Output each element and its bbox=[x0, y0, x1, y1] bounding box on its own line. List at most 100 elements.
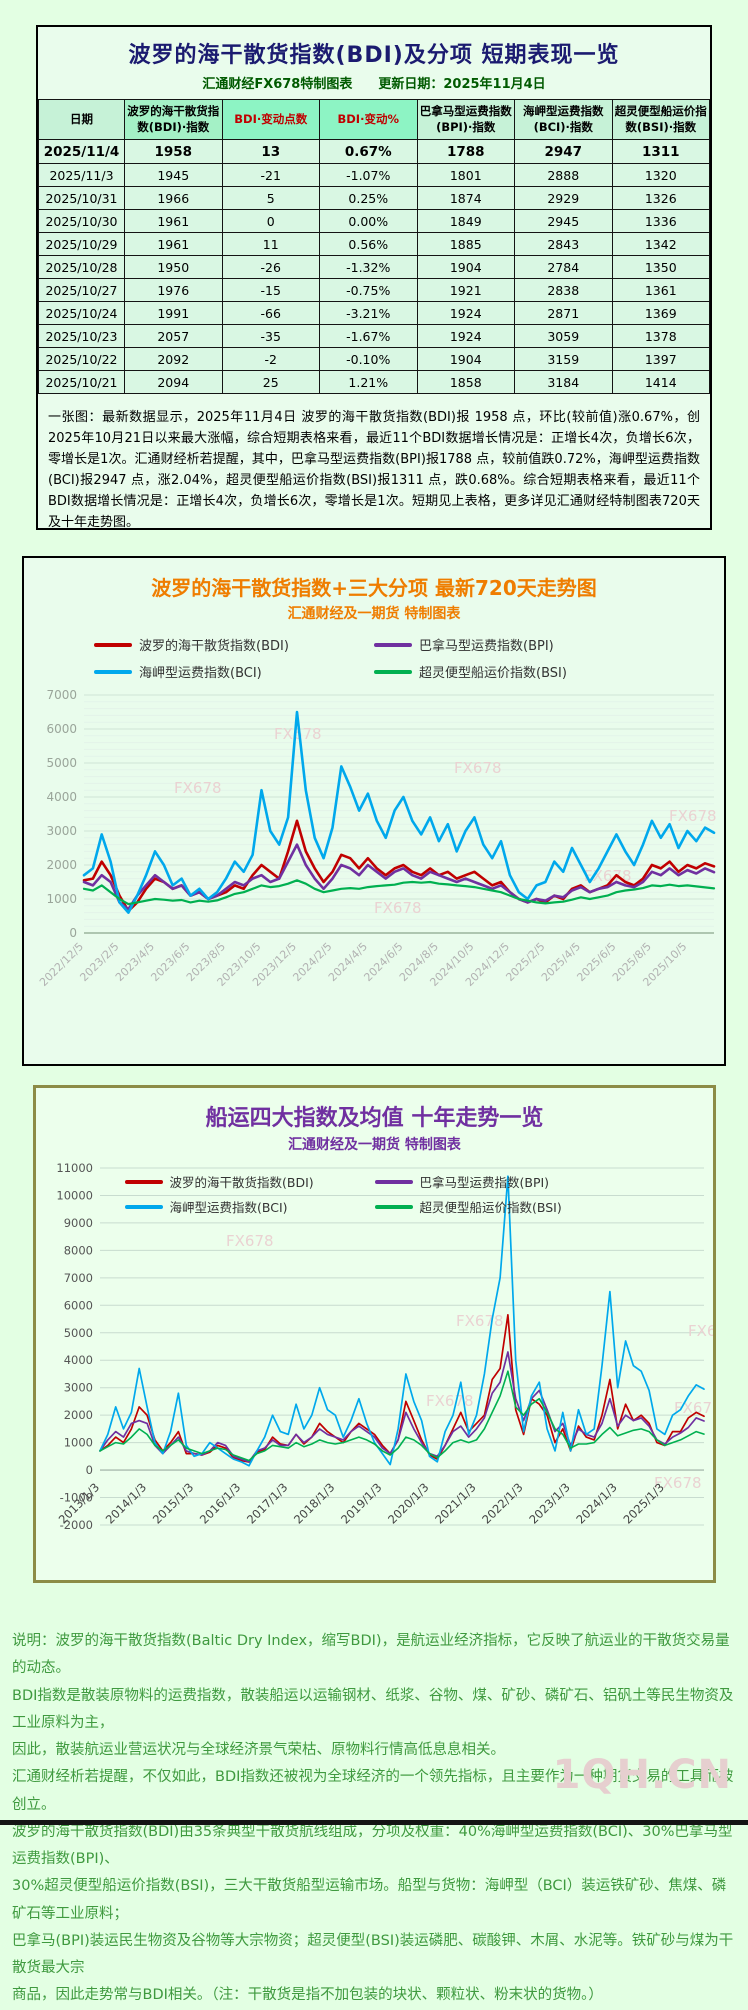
footer-line: 说明：波罗的海干散货指数(Baltic Dry Index，缩写BDI)，是航运… bbox=[12, 1633, 730, 1677]
fx678-watermark: FX678 bbox=[688, 1322, 713, 1340]
footer-description: 说明：波罗的海干散货指数(Baltic Dry Index，缩写BDI)，是航运… bbox=[12, 1628, 740, 2010]
table-cell: 2871 bbox=[514, 301, 613, 326]
table-cell: 0.25% bbox=[319, 186, 418, 211]
table-note: 一张图：最新数据显示，2025年11月4日 波罗的海干散货指数(BDI)报 19… bbox=[48, 410, 700, 531]
table-cell: 0.56% bbox=[319, 232, 418, 257]
table-col-header: 海岬型运费指数(BCI)·指数 bbox=[514, 98, 613, 141]
legend-line-swatch bbox=[124, 1204, 163, 1209]
table-cell: 1858 bbox=[416, 370, 515, 395]
fx678-watermark: FX678 bbox=[454, 759, 502, 777]
fx678-watermark: FX678 bbox=[226, 1232, 274, 1250]
table-cell: 2843 bbox=[514, 232, 613, 257]
table-cell: 2025/10/28 bbox=[38, 255, 125, 280]
legend-label: 波罗的海干散货指数(BDI) bbox=[139, 639, 289, 654]
table-row: 2025/10/30 1961 0 0.00% 1849 2945 1336 bbox=[38, 209, 710, 234]
table-col-header: BDI·变动点数 bbox=[221, 98, 320, 141]
y-axis-tick-label: -1000 bbox=[60, 1491, 93, 1505]
table-body: 2025/11/4 1958 13 0.67% 1788 2947 1311 2025/11/… bbox=[38, 139, 710, 395]
table-col-header: 巴拿马型运费指数(BPI)·指数 bbox=[416, 98, 515, 141]
y-axis-tick-label: 3000 bbox=[64, 1381, 93, 1395]
legend-label: 海岬型运费指数(BCI) bbox=[169, 1200, 288, 1215]
x-axis-tick-label: 2015/1/3 bbox=[150, 1480, 196, 1526]
fx678-watermark: FX678 bbox=[374, 899, 422, 917]
table-cell: 1369 bbox=[611, 301, 710, 326]
table-cell: -1.67% bbox=[319, 324, 418, 349]
y-axis-tick-label: 6000 bbox=[64, 1298, 93, 1312]
chart-10y-title: 船运四大指数及均值 十年走势一览 bbox=[205, 1106, 544, 1131]
table-cell: 2092 bbox=[124, 347, 223, 372]
y-axis-tick-label: 0 bbox=[69, 926, 77, 940]
table-cell: 2025/10/21 bbox=[38, 370, 125, 395]
table-cell: 1924 bbox=[416, 324, 515, 349]
table-cell: 1904 bbox=[416, 347, 515, 372]
bottom-border bbox=[0, 1820, 748, 1825]
table-cell: 25 bbox=[221, 370, 320, 395]
y-axis-tick-label: 1000 bbox=[64, 1436, 93, 1450]
table-header-row: 日期 波罗的海干散货指数(BDI)·指数 BDI·变动点数 BDI·变动% 巴拿马型运费… bbox=[38, 98, 710, 141]
table-cell: 1414 bbox=[611, 370, 710, 395]
y-axis-tick-label: 10000 bbox=[56, 1188, 93, 1202]
series-line bbox=[99, 1370, 705, 1462]
x-axis-tick-label: 2016/1/3 bbox=[197, 1480, 243, 1526]
legend-line-swatch bbox=[374, 1204, 413, 1209]
legend-line-swatch bbox=[94, 642, 132, 647]
footer-line: 因此，散装航运业营运状况与全球经济景气荣枯、原物料行情高低息息相关。 bbox=[12, 1742, 505, 1758]
y-axis-tick-label: 9000 bbox=[64, 1216, 93, 1230]
legend-item: 海岬型运费指数(BCI) bbox=[94, 662, 374, 681]
series-line bbox=[82, 879, 716, 906]
table-cell: 0.00% bbox=[319, 209, 418, 234]
x-axis-tick-label: 2022/12/5 bbox=[37, 940, 86, 989]
chart-720-legend: 波罗的海干散货指数(BDI) 巴拿马型运费指数(BPI) 海岬型运费指数(BCI) 超… bbox=[94, 635, 654, 681]
fx678-watermark: FX678 bbox=[456, 1312, 504, 1330]
table-cell: 1945 bbox=[124, 163, 223, 188]
table-cell: 1320 bbox=[611, 163, 710, 188]
legend-item: 超灵便型船运价指数(BSI) bbox=[374, 1197, 625, 1216]
series-line bbox=[99, 1175, 705, 1467]
table-cell: 1924 bbox=[416, 301, 515, 326]
legend-item: 波罗的海干散货指数(BDI) bbox=[94, 635, 374, 654]
table-row: 2025/11/4 1958 13 0.67% 1788 2947 1311 bbox=[38, 139, 710, 165]
y-axis-tick-label: 7000 bbox=[46, 688, 77, 702]
table-cell: 2025/10/31 bbox=[38, 186, 125, 211]
table-cell: 1991 bbox=[124, 301, 223, 326]
table-row: 2025/10/27 1976 -15 -0.75% 1921 2838 1361 bbox=[38, 278, 710, 303]
table-cell: 2945 bbox=[514, 209, 613, 234]
x-axis-tick-label: 2014/1/3 bbox=[103, 1480, 149, 1526]
table-cell: -2 bbox=[221, 347, 320, 372]
legend-line-swatch bbox=[94, 669, 132, 674]
x-axis-tick-label: 2017/1/3 bbox=[244, 1480, 290, 1526]
table-cell: 2947 bbox=[514, 139, 613, 165]
short-term-table-panel: 波罗的海干散货指数(BDI)及分项 短期表现一览 汇通财经FX678特制图表 更… bbox=[36, 25, 712, 530]
table-row: 2025/10/31 1966 5 0.25% 1874 2929 1326 bbox=[38, 186, 710, 211]
table-cell: 2025/11/4 bbox=[38, 139, 125, 165]
legend-label: 海岬型运费指数(BCI) bbox=[139, 666, 262, 681]
legend-label: 巴拿马型运费指数(BPI) bbox=[419, 639, 554, 654]
chart-720-panel: 波罗的海干散货指数+三大分项 最新720天走势图 汇通财经及一期货 特制图表 波… bbox=[22, 556, 726, 1066]
table-row: 2025/10/21 2094 25 1.21% 1858 3184 1414 bbox=[38, 370, 710, 395]
table-cell: 3184 bbox=[514, 370, 613, 395]
table-col-header: 波罗的海干散货指数(BDI)·指数 bbox=[124, 98, 223, 141]
table-title: 波罗的海干散货指数(BDI)及分项 短期表现一览 bbox=[128, 43, 620, 68]
table-row: 2025/10/23 2057 -35 -1.67% 1924 3059 1378 bbox=[38, 324, 710, 349]
table-row: 2025/10/24 1991 -66 -3.21% 1924 2871 1369 bbox=[38, 301, 710, 326]
legend-label: 巴拿马型运费指数(BPI) bbox=[419, 1175, 550, 1190]
table-cell: -26 bbox=[221, 255, 320, 280]
table-cell: 1921 bbox=[416, 278, 515, 303]
legend-label: 超灵便型船运价指数(BSI) bbox=[419, 1200, 562, 1215]
x-axis-tick-label: 2024/1/3 bbox=[573, 1480, 619, 1526]
footer-line: 波罗的海干散货指数(BDI)由35条典型干散货航线组成，分项及权重：40%海岬型… bbox=[12, 1823, 733, 1867]
fx678-watermark: FX678 bbox=[274, 725, 322, 743]
table-cell: -21 bbox=[221, 163, 320, 188]
x-axis-tick-label: 2021/1/3 bbox=[432, 1480, 478, 1526]
table-cell: 1361 bbox=[611, 278, 710, 303]
table-cell: -0.75% bbox=[319, 278, 418, 303]
chart-10y-legend: 波罗的海干散货指数(BDI) 巴拿马型运费指数(BPI) 海岬型运费指数(BCI) 超… bbox=[124, 1172, 625, 1216]
footer-line: 商品，因此走势常与BDI相关。（注：干散货是指不加包装的块状、颗粒状、粉末状的货… bbox=[12, 1987, 603, 2004]
chart-10y-wrap: 波罗的海干散货指数(BDI) 巴拿马型运费指数(BPI) 海岬型运费指数(BCI) 超… bbox=[36, 1158, 713, 1578]
table-row: 2025/10/28 1950 -26 -1.32% 1904 2784 1350 bbox=[38, 255, 710, 280]
bdi-short-term-table: 日期 波罗的海干散货指数(BDI)·指数 BDI·变动点数 BDI·变动% 巴拿马型运费… bbox=[38, 98, 710, 395]
table-cell: 1.21% bbox=[319, 370, 418, 395]
y-axis-tick-label: 8000 bbox=[64, 1243, 93, 1257]
fx678-watermark: FX678 bbox=[426, 1392, 474, 1410]
table-cell: 1904 bbox=[416, 255, 515, 280]
